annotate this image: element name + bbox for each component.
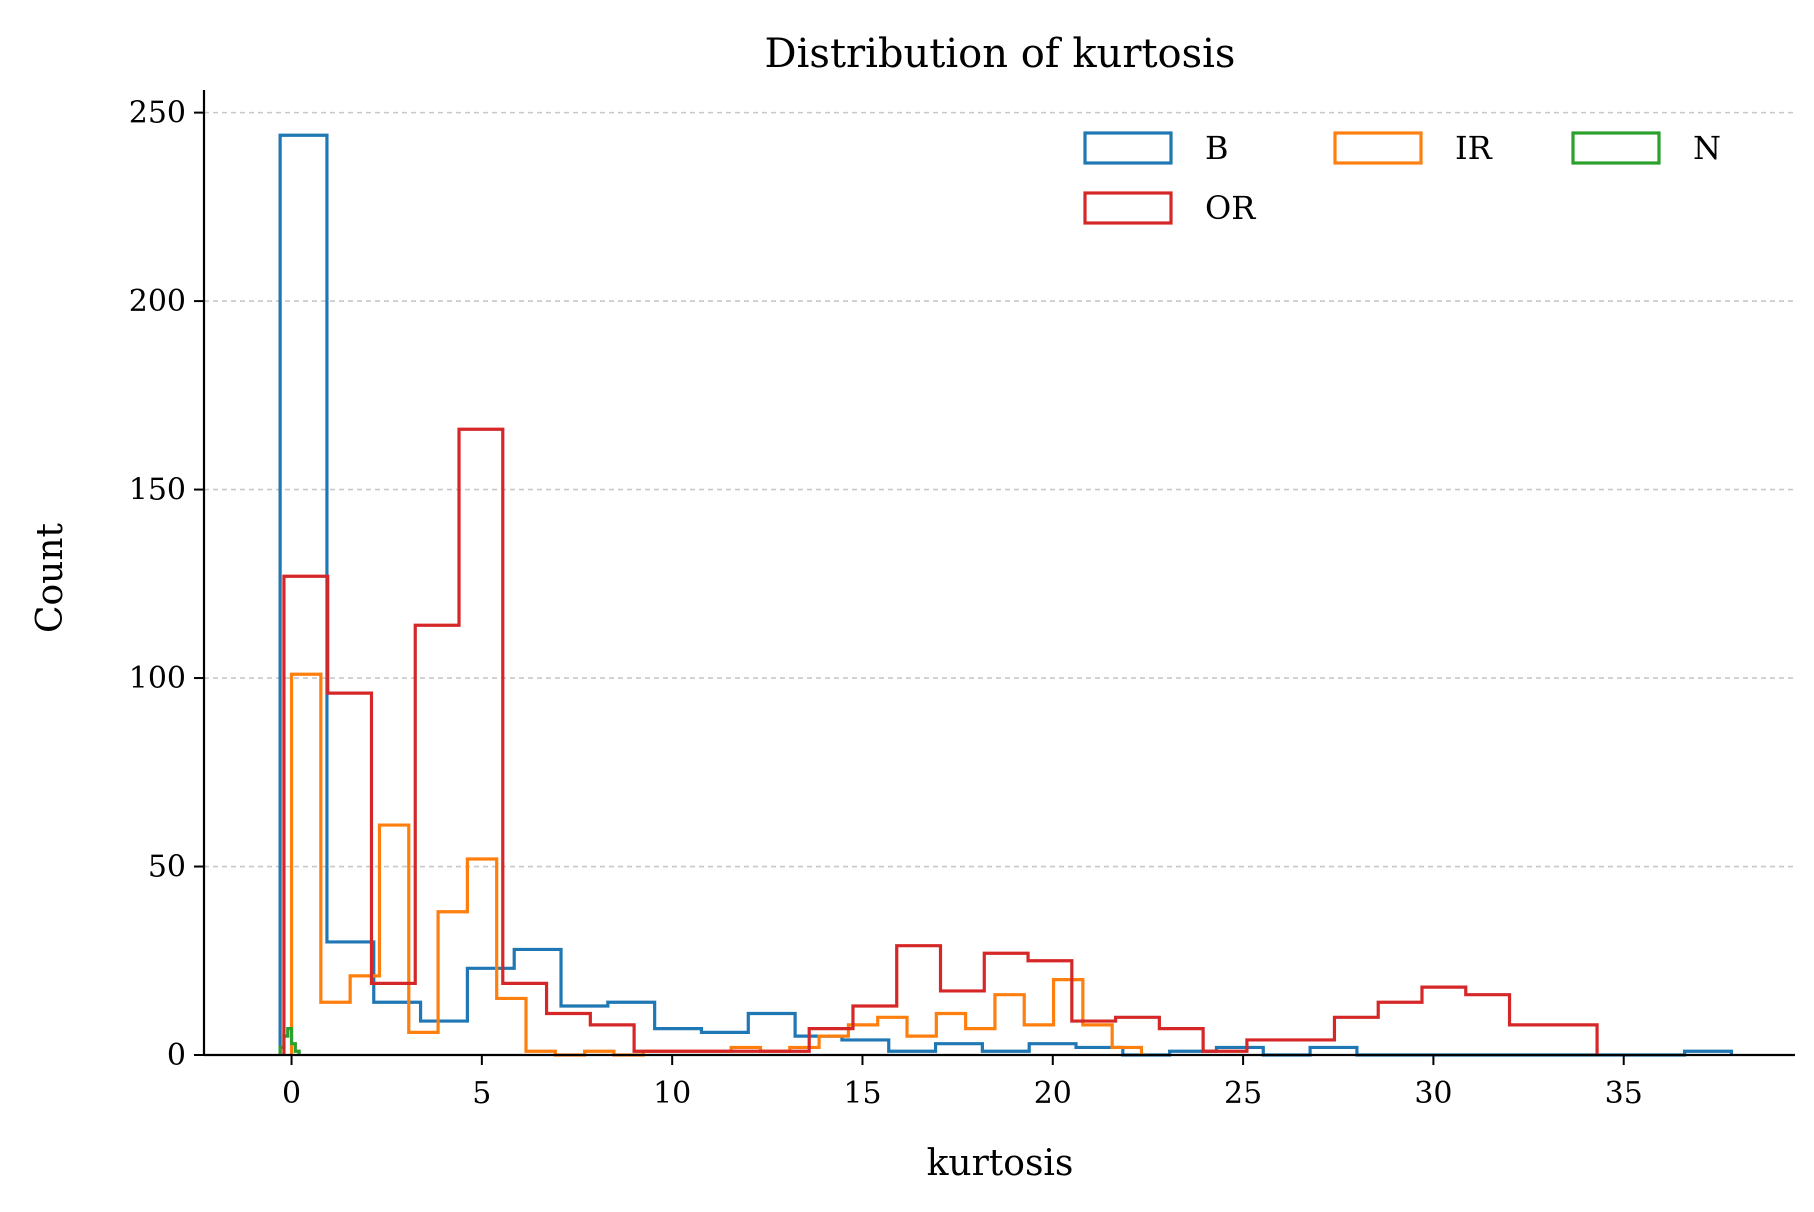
y-tick-label: 250 — [129, 96, 186, 131]
x-axis-title: kurtosis — [927, 1143, 1074, 1184]
x-tick-label: 15 — [843, 1076, 881, 1111]
y-axis-title: Count — [30, 522, 71, 633]
y-tick-label: 0 — [167, 1038, 186, 1073]
x-tick-label: 20 — [1034, 1076, 1072, 1111]
legend-swatch-n — [1571, 131, 1661, 165]
chart-title: Distribution of kurtosis — [765, 31, 1236, 77]
grid-lines — [204, 111, 1795, 868]
y-tick-label: 200 — [129, 284, 186, 319]
x-tick-label: 35 — [1605, 1076, 1643, 1111]
histogram-series-ir — [289, 672, 1144, 1057]
legend-label-n: N — [1693, 129, 1721, 167]
x-tick-label: 30 — [1414, 1076, 1452, 1111]
legend-swatch-b — [1083, 131, 1173, 165]
y-tick-label: 100 — [129, 661, 186, 696]
y-tick-label: 50 — [148, 850, 186, 885]
legend-swatch-ir — [1333, 131, 1423, 165]
y-tick-label: 150 — [129, 473, 186, 508]
legend-label-b: B — [1205, 129, 1229, 167]
legend-label-ir: IR — [1455, 129, 1493, 167]
legend: B IR N OR — [1083, 129, 1721, 227]
histogram-series-or — [282, 427, 1599, 1055]
legend-label-or: OR — [1205, 189, 1256, 227]
x-tick-label: 10 — [653, 1076, 691, 1111]
x-tick-label: 25 — [1224, 1076, 1262, 1111]
axes — [202, 90, 1795, 1057]
legend-swatch-or — [1083, 191, 1173, 225]
x-tick-label: 0 — [282, 1076, 301, 1111]
histogram-series-group — [278, 133, 1734, 1057]
x-axis-ticks: 0 5 10 15 20 25 30 35 — [282, 1055, 1643, 1111]
y-axis-ticks: 0 50 100 150 200 250 — [129, 96, 204, 1073]
x-tick-label: 5 — [472, 1076, 491, 1111]
